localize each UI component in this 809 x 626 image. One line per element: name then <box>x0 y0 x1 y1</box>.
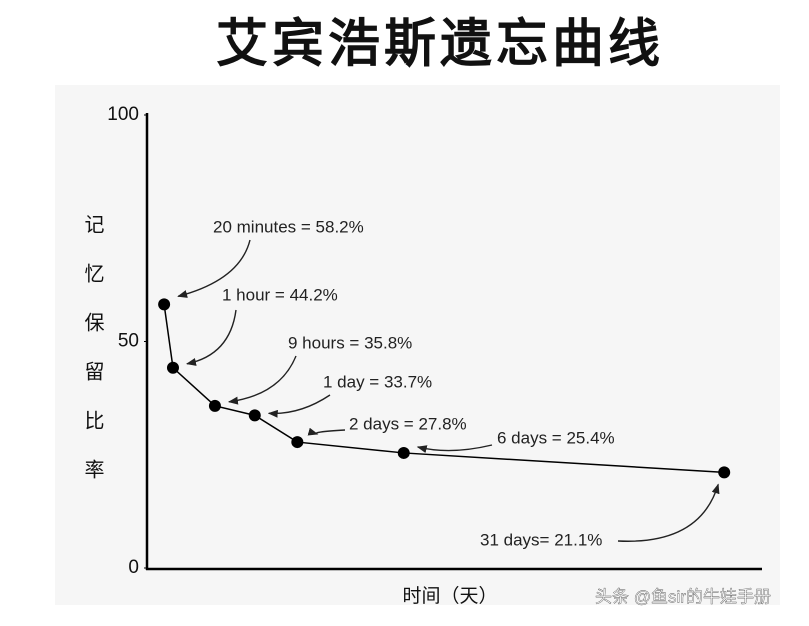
data-point <box>158 298 171 311</box>
annotation-arrow <box>617 483 720 542</box>
data-label: 31 days= 21.1% <box>480 530 602 549</box>
annotation-arrow <box>177 239 251 298</box>
data-label: 6 days = 25.4% <box>497 428 615 447</box>
watermark: 头条 @鱼sir的牛娃手册 <box>595 587 771 606</box>
annotation-arrow <box>416 444 493 453</box>
annotation-arrow <box>307 427 346 436</box>
y-tick-label: 0 <box>128 557 139 578</box>
data-point <box>397 446 410 459</box>
plot-background <box>55 85 780 605</box>
annotation-arrow <box>227 355 297 405</box>
y-axis-label: 记忆保留比率 <box>81 214 104 508</box>
y-tick-label: 50 <box>118 331 139 352</box>
data-label: 2 days = 27.8% <box>349 414 467 433</box>
data-label: 1 hour = 44.2% <box>222 285 338 304</box>
data-point <box>718 466 731 479</box>
annotation-arrow <box>267 394 331 418</box>
data-point <box>166 361 179 374</box>
chart-title: 艾宾浩斯遗忘曲线 <box>216 14 664 75</box>
y-tick-label: 100 <box>107 104 139 125</box>
data-point <box>208 399 221 412</box>
x-axis-label: 时间（天） <box>402 585 497 607</box>
data-point <box>291 436 304 449</box>
data-label: 1 day = 33.7% <box>323 372 432 391</box>
data-label: 20 minutes = 58.2% <box>213 217 364 236</box>
data-label: 9 hours = 35.8% <box>288 333 412 352</box>
data-point <box>248 409 261 422</box>
annotation-arrow <box>186 309 237 366</box>
